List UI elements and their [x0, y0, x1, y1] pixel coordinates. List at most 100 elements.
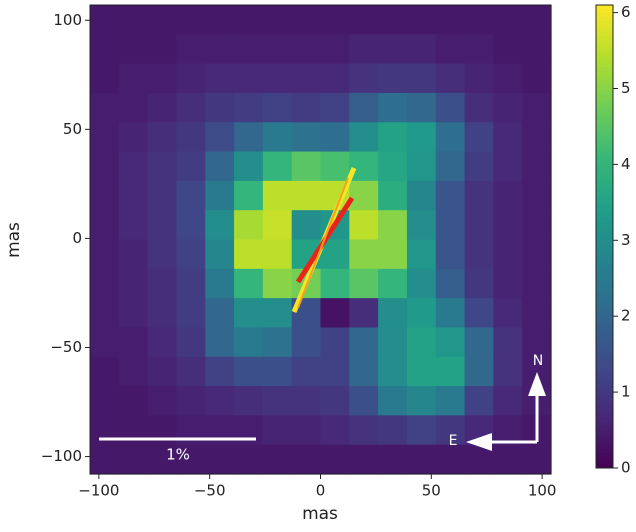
- heatmap-cell: [435, 180, 466, 211]
- heatmap-cell: [262, 415, 293, 446]
- heatmap-cell: [90, 92, 120, 123]
- heatmap-cell: [234, 151, 264, 182]
- colorbar-step: [596, 105, 613, 110]
- heatmap-cell: [406, 63, 437, 94]
- heatmap-cell: [176, 180, 206, 211]
- colorbar-step: [596, 8, 613, 14]
- colorbar-step: [596, 267, 613, 272]
- heatmap-cell: [205, 415, 235, 446]
- heatmap-cell: [234, 122, 264, 153]
- heatmap-cell: [176, 63, 206, 94]
- heatmap-cell: [349, 268, 379, 299]
- colorbar-step: [596, 410, 613, 415]
- heatmap-cell: [234, 34, 264, 65]
- heatmap-cell: [147, 415, 178, 446]
- heatmap-cell: [118, 327, 149, 358]
- colorbar-step: [596, 97, 613, 102]
- heatmap-cell: [176, 444, 206, 475]
- heatmap-cell: [147, 268, 178, 299]
- colorbar-step: [596, 305, 613, 311]
- colorbar-step: [596, 402, 613, 407]
- colorbar-step: [596, 244, 613, 249]
- heatmap-cell: [493, 298, 523, 329]
- heatmap-cell: [147, 356, 178, 387]
- heatmap-cell: [118, 210, 149, 241]
- compass-arrowhead: [528, 372, 546, 396]
- heatmap-cell: [205, 327, 235, 358]
- heatmap-cell: [522, 92, 552, 123]
- heatmap-cell: [147, 122, 178, 153]
- heatmap-cell: [378, 92, 408, 123]
- heatmap-cell: [147, 34, 178, 65]
- heatmap-cell: [378, 34, 408, 65]
- heatmap-cell: [378, 239, 408, 270]
- x-tick-label: 50: [422, 482, 441, 500]
- colorbar-step: [596, 217, 613, 222]
- heatmap-cell: [435, 386, 466, 416]
- colorbar-step: [596, 32, 613, 37]
- heatmap-cell: [464, 210, 494, 241]
- heatmap-cell: [291, 415, 322, 446]
- heatmap-cell: [118, 92, 149, 123]
- heatmap-cell: [349, 327, 379, 358]
- heatmap-cell: [435, 34, 466, 65]
- colorbar-step: [596, 70, 613, 75]
- heatmap-cell: [493, 63, 523, 94]
- heatmap-cell: [378, 122, 408, 153]
- heatmap-cell: [176, 92, 206, 123]
- heatmap-cell: [378, 356, 408, 387]
- heatmap-cell: [234, 298, 264, 329]
- heatmap-cell: [118, 34, 149, 65]
- heatmap-cell: [406, 5, 437, 35]
- colorbar-step: [596, 82, 613, 87]
- x-tick-label: −50: [194, 482, 226, 500]
- heatmap-cell: [349, 415, 379, 446]
- heatmap-cell: [90, 180, 120, 211]
- colorbar-step: [596, 278, 613, 284]
- colorbar-step: [596, 248, 613, 253]
- heatmap-cell: [349, 356, 379, 387]
- colorbar-step: [596, 194, 613, 199]
- heatmap-cell: [262, 63, 293, 94]
- heatmap-cell: [176, 210, 206, 241]
- colorbar-step: [596, 302, 613, 307]
- heatmap-cell: [349, 239, 379, 270]
- colorbar-step: [596, 43, 613, 48]
- heatmap-cell: [291, 63, 322, 94]
- colorbar-step: [596, 205, 613, 210]
- heatmap-cell: [349, 210, 379, 241]
- colorbar-step: [596, 213, 613, 218]
- heatmap-cell: [378, 444, 408, 475]
- heatmap-cell: [435, 327, 466, 358]
- heatmap-cell: [406, 210, 437, 241]
- x-tick-label: −100: [78, 482, 119, 500]
- heatmap-cell: [205, 210, 235, 241]
- colorbar-step: [596, 433, 613, 438]
- heatmap-cell: [320, 63, 350, 94]
- heatmap-cell: [234, 386, 264, 416]
- colorbar-step: [596, 383, 613, 388]
- heatmap-cell: [406, 122, 437, 153]
- heatmap-cell: [320, 327, 350, 358]
- heatmap-cell: [205, 298, 235, 329]
- heatmap-cell: [378, 327, 408, 358]
- heatmap-cell: [262, 239, 293, 270]
- colorbar-step: [596, 232, 613, 237]
- heatmap-cell: [234, 5, 264, 35]
- heatmap-cell: [118, 415, 149, 446]
- x-axis-label: mas: [302, 504, 338, 524]
- colorbar-step: [596, 336, 613, 342]
- heatmap-cell: [205, 356, 235, 387]
- colorbar-step: [596, 59, 613, 64]
- y-tick-label: 0: [72, 229, 82, 247]
- heatmap-cell: [90, 122, 120, 153]
- heatmap-cell: [493, 122, 523, 153]
- heatmap-cell: [435, 5, 466, 35]
- heatmap-cell: [493, 151, 523, 182]
- colorbar-step: [596, 47, 613, 52]
- colorbar-step: [596, 271, 613, 276]
- heatmap-cell: [262, 298, 293, 329]
- colorbar-step: [596, 437, 613, 442]
- colorbar-step: [596, 113, 613, 118]
- colorbar-step: [596, 124, 613, 129]
